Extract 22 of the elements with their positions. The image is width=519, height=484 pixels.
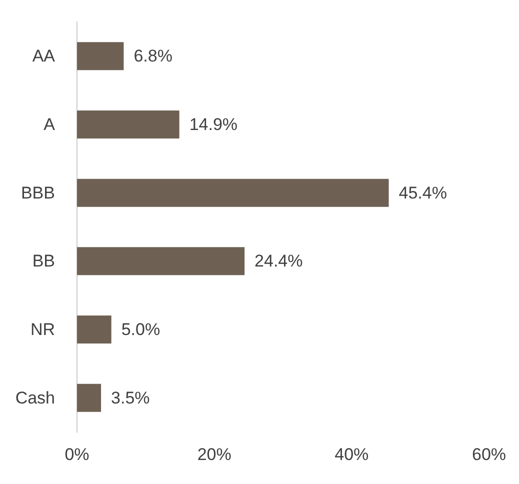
y-tick-label: Cash [15,388,55,408]
x-tick-label: 60% [472,445,506,464]
data-label: 24.4% [254,252,303,271]
y-tick-label: NR [30,320,55,339]
bar [77,110,180,138]
bar [77,42,124,70]
data-label: 45.4% [398,183,447,202]
data-label: 3.5% [111,388,150,408]
bar [77,384,102,412]
x-tick-label: 20% [197,445,232,464]
data-label: 14.9% [189,115,238,134]
x-tick-label: 0% [64,445,90,464]
x-tick-label: 40% [334,445,369,464]
y-tick-label: AA [32,46,56,66]
data-label: 5.0% [121,320,160,339]
y-tick-label: BB [32,252,55,271]
y-tick-label: A [44,115,56,134]
bar [77,247,245,276]
bar [77,178,389,207]
bar [77,316,112,344]
data-label: 6.8% [134,46,172,66]
y-tick-label: BBB [20,183,55,202]
